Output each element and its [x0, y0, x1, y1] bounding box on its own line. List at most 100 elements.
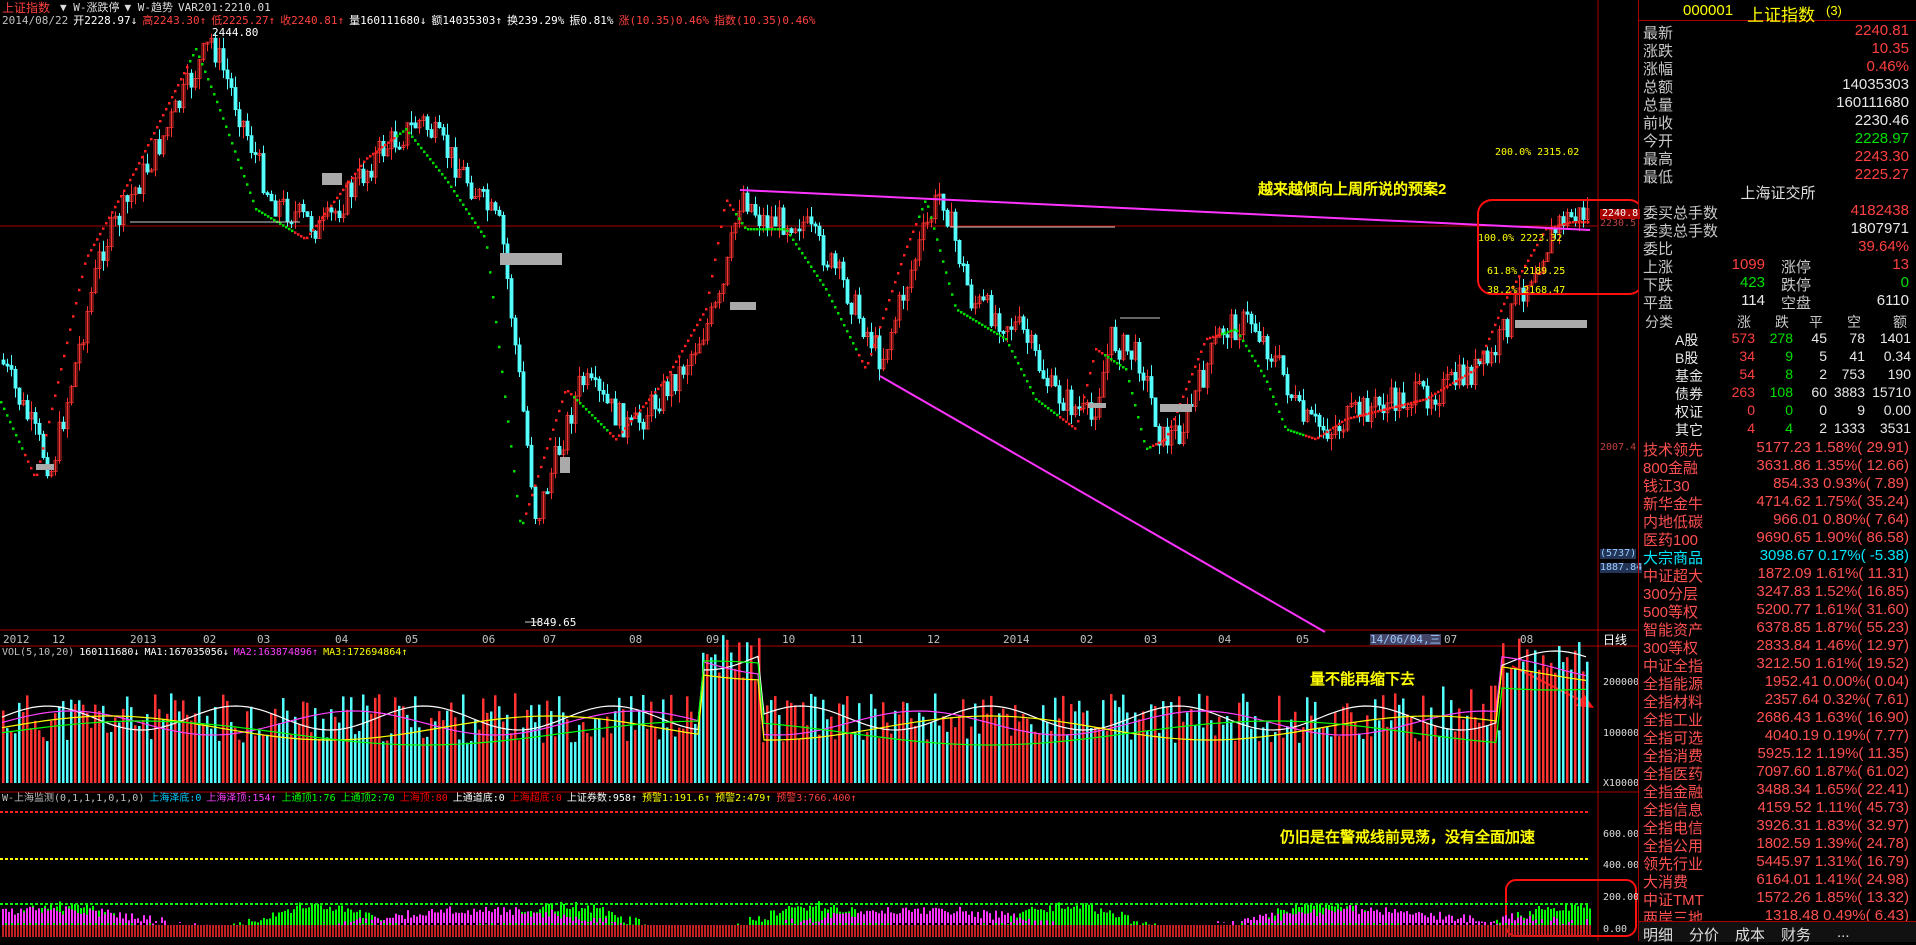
monitor-bar-red: [1442, 925, 1444, 937]
volume-bar: [1150, 704, 1153, 783]
indicator-tag[interactable]: ▼ W-趋势: [125, 1, 174, 14]
volume-bar: [1522, 662, 1525, 783]
trend-dot: [1182, 396, 1185, 399]
monitor-bar-magenta: [1022, 920, 1024, 925]
tab-2[interactable]: 成本: [1735, 924, 1765, 945]
monitor-bar-magenta: [419, 914, 421, 923]
candle-body: [502, 215, 505, 244]
monitor-bar-magenta: [1586, 919, 1588, 925]
tab-1[interactable]: 分价: [1689, 924, 1719, 945]
trend-dot: [573, 396, 576, 399]
sidebar-header[interactable]: 000001 上证指数 (3): [1639, 0, 1916, 21]
volume-bar: [970, 727, 973, 783]
monitor-bar-magenta: [908, 910, 910, 925]
trend-dot: [213, 93, 216, 96]
monitor-bar-red: [173, 925, 175, 937]
monitor-bar-magenta: [977, 912, 979, 923]
indicator-tag[interactable]: VAR201:2210.01: [178, 1, 271, 14]
volume-bar: [510, 733, 513, 783]
volume-bar: [1338, 736, 1341, 783]
volume-bar: [1538, 670, 1541, 783]
trend-dot: [936, 238, 939, 241]
tab-0[interactable]: 明细: [1643, 924, 1673, 945]
monitor-bar-red: [83, 925, 85, 937]
trend-dot: [90, 249, 93, 252]
monitor-bar-red: [1538, 925, 1540, 937]
volume-bar: [1342, 707, 1345, 783]
monitor-bar-magenta: [1430, 913, 1432, 925]
period-label[interactable]: 日线: [1603, 634, 1627, 646]
trend-dot: [1248, 350, 1251, 353]
monitor-bar-red: [812, 925, 814, 937]
monitor-bar-magenta: [860, 911, 862, 925]
monitor-bar-red: [1094, 925, 1096, 937]
trend-dot: [675, 361, 678, 364]
monitor-bar-red: [8, 925, 10, 937]
monitor-bar-red: [170, 925, 172, 937]
tab-3[interactable]: 财务: [1781, 924, 1811, 945]
volume-bar: [1090, 728, 1093, 783]
monitor-bar-red: [1019, 925, 1021, 937]
monitor-bar-red: [551, 925, 553, 937]
monitor-bar-magenta: [1025, 921, 1027, 923]
monitor-bar-red: [1160, 925, 1162, 937]
monitor-bar-magenta: [881, 911, 883, 923]
monitor-bar-green: [1499, 923, 1501, 925]
volume-bar: [318, 739, 321, 783]
indicator-tag[interactable]: ▼ W-涨跌停: [60, 1, 120, 14]
bottom-tabs[interactable]: 明细分价成本财务...: [1639, 921, 1916, 942]
monitor-bar-red: [1250, 925, 1252, 937]
monitor-bar-red: [797, 925, 799, 937]
volume-bar: [1250, 729, 1253, 783]
monitor-bar-red: [728, 925, 730, 937]
tab-4[interactable]: ...: [1837, 924, 1850, 941]
monitor-bar-red: [11, 925, 13, 937]
volume-bar: [586, 733, 589, 783]
monitor-bar-red: [1088, 925, 1090, 937]
monitor-bar-red: [1298, 925, 1300, 937]
volume-bar: [634, 730, 637, 783]
trend-dot: [534, 484, 537, 487]
volume-bar: [1022, 714, 1025, 783]
trend-dot: [3, 408, 6, 411]
volume-bar: [1506, 673, 1509, 783]
trend-dot: [744, 227, 747, 230]
monitor-bar-red: [1307, 925, 1309, 937]
monitor-bar-magenta: [134, 919, 136, 925]
monitor-bar-red: [86, 925, 88, 937]
class-cell: 54: [1739, 366, 1755, 382]
candle-body: [598, 379, 601, 390]
monitor-bar-red: [1148, 925, 1150, 937]
monitor-bar-red: [428, 925, 430, 937]
volume-bar: [934, 693, 937, 783]
trend-dot: [1059, 416, 1062, 419]
monitor-bar-green: [1073, 907, 1075, 925]
indicator-tags[interactable]: ▼ W-涨跌停 ▼ W-趋势 VAR201:2210.01: [60, 2, 276, 13]
